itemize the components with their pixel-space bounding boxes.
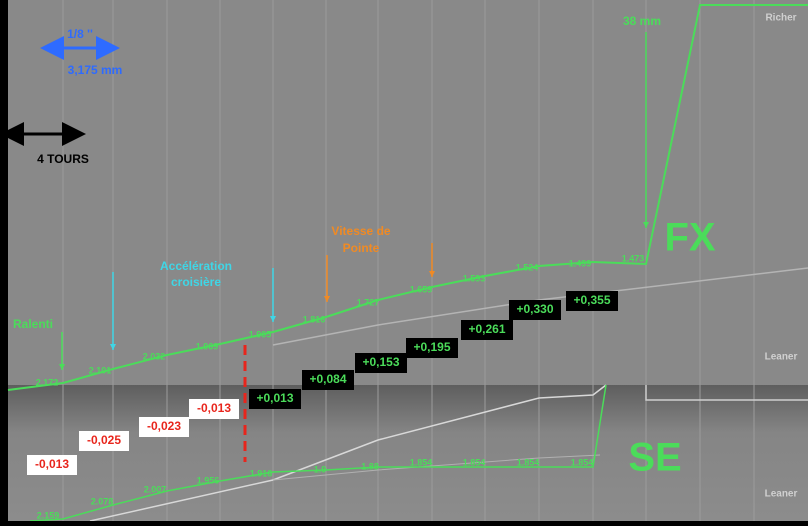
point-label: 1.905 (249, 329, 272, 339)
point-label: 1.969 (196, 341, 219, 351)
label: 38 mm (623, 14, 661, 28)
label: Pointe (343, 241, 380, 255)
point-label: 1.88 (361, 461, 379, 471)
gain-box (302, 370, 354, 390)
point-label: 1.854 (463, 457, 486, 467)
gain-label: +0,261 (468, 322, 505, 336)
point-label: 2.078 (91, 496, 114, 506)
gain-label: +0,355 (573, 293, 610, 307)
point-label: 1.473 (622, 253, 645, 263)
gain-box (406, 338, 458, 358)
pointer-head (59, 364, 65, 370)
gain-box (355, 353, 407, 373)
point-label: 1.727 (357, 297, 380, 307)
pointer-head (643, 222, 649, 228)
axis-note: Leaner (765, 489, 798, 500)
point-label: 1.854 (410, 457, 433, 467)
pointer-head (324, 296, 330, 302)
gain-label: +0,195 (413, 340, 450, 354)
gain-box (461, 320, 513, 340)
point-label: 2.172 (36, 377, 59, 387)
curve (272, 267, 808, 346)
label: Ralenti (13, 317, 53, 331)
loss-label: -0,013 (197, 401, 231, 415)
gain-label: +0,330 (516, 302, 553, 316)
loss-label: -0,025 (87, 433, 121, 447)
loss-box (139, 417, 189, 437)
label: croisière (171, 275, 221, 289)
curve (272, 454, 601, 481)
loss-label: -0,013 (35, 457, 69, 471)
label: 4 TOURS (37, 152, 89, 166)
pointer-head (110, 344, 116, 350)
label: Vitesse de (331, 224, 390, 238)
point-label: 2.032 (143, 351, 166, 361)
point-label: 1.524 (516, 262, 539, 272)
point-label: 2.101 (89, 365, 112, 375)
gain-label: +0,153 (362, 355, 399, 369)
point-label: 1.499 (569, 258, 592, 268)
gain-label: +0,084 (309, 372, 346, 386)
curve (7, 4, 808, 391)
gain-label: +0,013 (256, 391, 293, 405)
point-label: 1.9 (314, 464, 327, 474)
curve (645, 385, 808, 401)
point-label: 1.854 (517, 457, 540, 467)
point-label: 1.956 (197, 475, 220, 485)
label: 3,175 mm (68, 63, 123, 77)
gain-box (566, 291, 618, 311)
point-label: 2.159 (37, 510, 60, 520)
gain-box (249, 389, 301, 409)
point-label: 1.659 (410, 284, 433, 294)
loss-label: -0,023 (147, 419, 181, 433)
pointer-head (270, 316, 276, 322)
panel-label: FX (664, 216, 715, 260)
loss-box (27, 455, 77, 475)
axis-note: Richer (765, 13, 796, 24)
curve (89, 384, 607, 522)
pointer-head (429, 271, 435, 277)
label: 1/8 '' (67, 27, 93, 41)
point-label: 1.593 (463, 273, 486, 283)
label: Accélération (160, 259, 232, 273)
point-label: 2.007 (144, 484, 167, 494)
point-label: 1.916 (250, 468, 273, 478)
loss-box (189, 399, 239, 419)
point-label: 1.854 (571, 457, 594, 467)
axis-note: Leaner (765, 352, 798, 363)
point-label: 1.816 (303, 314, 326, 324)
curve (29, 384, 607, 522)
gain-box (509, 300, 561, 320)
panel-label: SE (628, 436, 681, 480)
loss-box (79, 431, 129, 451)
